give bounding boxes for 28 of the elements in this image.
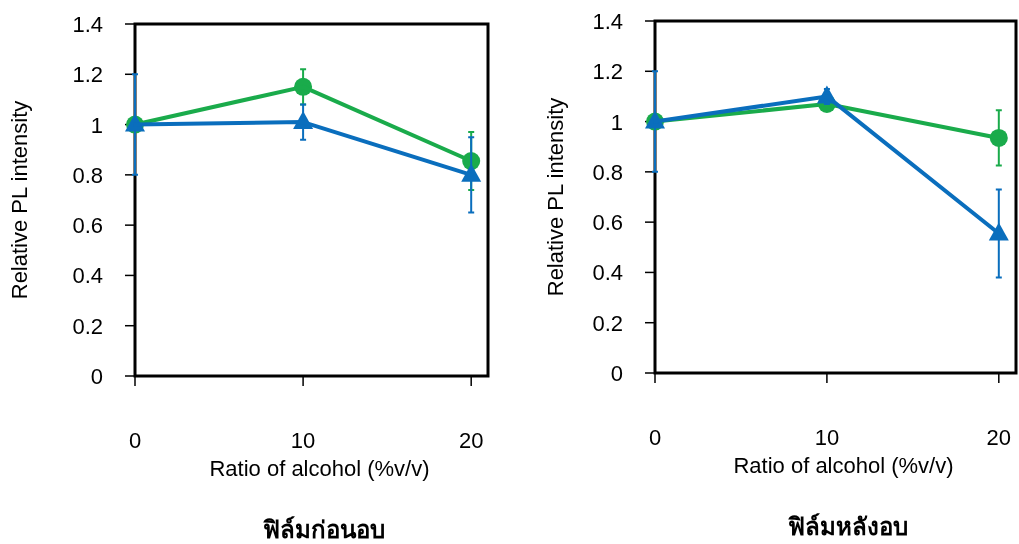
y-tick-label: 0.2 <box>72 313 103 339</box>
x-tick-label: 10 <box>814 425 840 450</box>
y-tick-label: 1 <box>90 112 103 138</box>
y-tick-label: 0.6 <box>72 213 103 239</box>
text: ฟิล์มก่อนอบ <box>262 516 385 544</box>
y-tick-label: 1.2 <box>72 62 103 88</box>
y-tick-label: 0 <box>90 364 103 389</box>
x-tick-label: 0 <box>128 428 142 453</box>
y-tick-label: 0.6 <box>592 210 623 236</box>
text: ฟิล์มหลังอบ <box>787 513 908 541</box>
x-tick-label: 20 <box>986 425 1012 450</box>
y-axis-title: Relative PL intensity <box>543 97 568 297</box>
y-tick-label: 0 <box>610 361 623 386</box>
y-axis-title: Relative PL intensity <box>7 100 32 300</box>
y-tick-label: 0.8 <box>72 162 103 188</box>
y-tick-label: 0.2 <box>592 310 623 336</box>
y-tick-label: 1 <box>610 109 623 135</box>
y-tick-label: 1.2 <box>592 59 623 85</box>
x-tick-label: 20 <box>458 428 484 453</box>
y-tick-label: 0.4 <box>72 263 103 289</box>
y-tick-label: 0.4 <box>592 260 623 286</box>
x-axis-title: Ratio of alcohol (%v/v) <box>209 456 430 481</box>
y-tick-label: 1.4 <box>592 9 623 34</box>
x-axis-title: Ratio of alcohol (%v/v) <box>733 453 954 478</box>
x-tick-label: 0 <box>648 425 662 450</box>
y-tick-label: 0.8 <box>592 159 623 185</box>
y-tick-label: 1.4 <box>72 12 103 37</box>
x-tick-label: 10 <box>290 428 316 453</box>
